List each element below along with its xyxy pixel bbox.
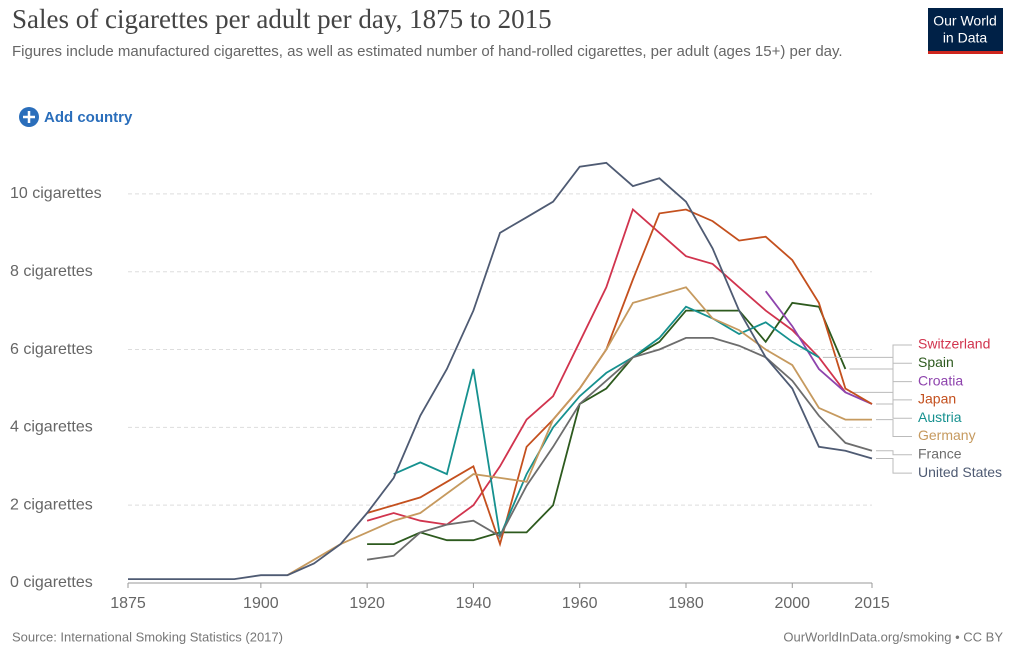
series-line xyxy=(366,208,873,548)
logo-text: in Data xyxy=(943,30,988,46)
x-tick-label: 2015 xyxy=(854,595,890,612)
legend-connector xyxy=(876,457,912,474)
legend-label: United States xyxy=(918,464,1002,480)
legend-label: France xyxy=(918,446,962,462)
legend-label: Spain xyxy=(918,354,954,370)
series-line xyxy=(286,286,872,576)
credit: OurWorldInData.org/smoking • CC BY xyxy=(783,629,1003,644)
legend-connector xyxy=(822,356,912,419)
series-line xyxy=(393,305,820,540)
add-country-button[interactable]: Add country xyxy=(19,107,133,127)
x-tick-label: 2000 xyxy=(774,595,810,612)
logo xyxy=(928,8,1003,54)
x-tick-label: 1920 xyxy=(349,595,385,612)
x-tick-label: 1960 xyxy=(562,595,598,612)
series-line xyxy=(367,301,847,545)
legend-label: Croatia xyxy=(918,372,963,388)
subtitle-box: Figures include manufactured cigarettes,… xyxy=(12,43,843,60)
source: Source: International Smoking Statistics… xyxy=(12,629,283,644)
legend-label: Japan xyxy=(918,391,956,407)
legend-label: Switzerland xyxy=(918,336,990,352)
series-line xyxy=(764,290,873,405)
series-line xyxy=(366,337,873,561)
chart-subtitle: Figures include manufactured cigarettes,… xyxy=(12,43,843,60)
y-tick-label: 2 cigarettes xyxy=(10,496,93,513)
add-country[interactable]: Add country xyxy=(44,109,133,126)
series-line xyxy=(128,161,873,580)
chart-title: Sales of cigarettes per adult per day, 1… xyxy=(12,4,552,34)
y-tick-label: 6 cigarettes xyxy=(10,341,93,358)
legend-connector xyxy=(849,362,912,370)
legend-label: Austria xyxy=(918,409,962,425)
x-tick-label: 1940 xyxy=(456,595,492,612)
y-tick-label: 0 cigarettes xyxy=(10,574,93,591)
logo-text: Our World xyxy=(933,13,997,29)
x-tick-label: 1980 xyxy=(668,595,704,612)
y-tick-label: 4 cigarettes xyxy=(10,419,93,436)
legend-connector xyxy=(876,450,912,456)
legend-connector xyxy=(876,399,912,405)
legend-label: Germany xyxy=(918,427,976,443)
y-tick-label: 8 cigarettes xyxy=(10,263,93,280)
y-tick-label: 10 cigarettes xyxy=(10,185,102,202)
x-tick-label: 1900 xyxy=(243,595,279,612)
logo-bar xyxy=(928,51,1003,54)
x-tick-label: 1875 xyxy=(110,595,146,612)
legend-connector xyxy=(876,419,912,437)
add-icon-plus[interactable] xyxy=(23,111,35,123)
